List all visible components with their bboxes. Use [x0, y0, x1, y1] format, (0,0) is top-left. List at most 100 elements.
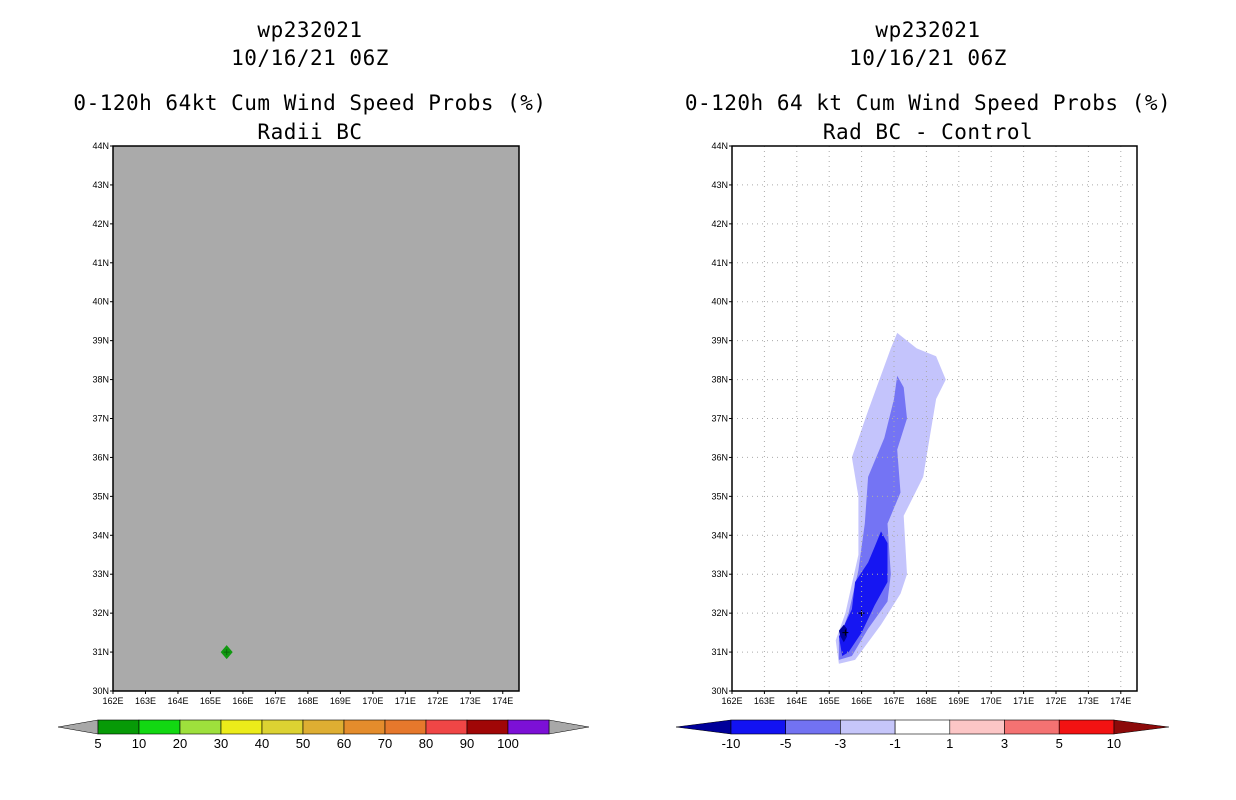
- track-marker: [842, 629, 849, 636]
- colorbar-segment: [840, 719, 896, 735]
- y-tick-label: 36N: [92, 452, 109, 462]
- x-tick-label: 163E: [754, 696, 775, 706]
- x-tick-label: 170E: [362, 696, 383, 706]
- left-title-subtitle: Radii BC: [257, 120, 363, 144]
- x-tick-label: 174E: [1110, 696, 1131, 706]
- plot-background: [113, 146, 519, 691]
- y-tick-label: 30N: [711, 686, 728, 696]
- y-tick-label: 40N: [711, 297, 728, 307]
- x-tick-label: 165E: [819, 696, 840, 706]
- contour-region: [838, 531, 888, 656]
- y-tick-label: 32N: [92, 608, 109, 618]
- colorbar-segment: [1004, 719, 1060, 735]
- right-title-storm-id: wp232021: [875, 18, 981, 42]
- y-tick-label: 43N: [92, 180, 109, 190]
- y-tick-label: 35N: [711, 491, 728, 501]
- left-colorbar: 5 10 20 30 40 50 60 70 80 90 100: [57, 719, 590, 751]
- colorbar-segment: [894, 719, 951, 735]
- y-tick-label: 42N: [711, 219, 728, 229]
- right-colorbar: -10 -5 -3 -1 1 3 5 10: [675, 719, 1169, 751]
- x-tick-label: 166E: [851, 696, 872, 706]
- colorbar-low-arrow: [675, 719, 732, 735]
- right-title-subtitle: Rad BC - Control: [822, 120, 1034, 144]
- right-title-product: 0-120h 64 kt Cum Wind Speed Probs (%): [684, 91, 1172, 115]
- y-tick-label: 30N: [92, 686, 109, 696]
- colorbar-label: 5: [94, 736, 101, 751]
- left-title-datetime: 10/16/21 06Z: [231, 46, 389, 70]
- colorbar-label: -10: [722, 736, 741, 751]
- colorbar-label: -5: [780, 736, 792, 751]
- colorbar-label: 50: [296, 736, 310, 751]
- colorbar-label: 10: [1107, 736, 1121, 751]
- x-tick-label: 169E: [330, 696, 351, 706]
- colorbar-segment: [785, 719, 841, 735]
- x-tick-label: 172E: [1045, 696, 1066, 706]
- y-tick-label: 38N: [711, 375, 728, 385]
- colorbar-label: 1: [946, 736, 953, 751]
- left-title-product: 0-120h 64kt Cum Wind Speed Probs (%): [73, 91, 547, 115]
- colorbar-segment: [507, 719, 550, 735]
- colorbar-label: 90: [460, 736, 474, 751]
- y-tick-label: 32N: [711, 608, 728, 618]
- y-tick-label: 41N: [92, 258, 109, 268]
- y-tick-label: 37N: [92, 414, 109, 424]
- colorbar-segment: [220, 719, 263, 735]
- colorbar-segment: [302, 719, 345, 735]
- colorbar-segment: [261, 719, 304, 735]
- x-tick-label: 162E: [721, 696, 742, 706]
- colorbar-segment: [466, 719, 509, 735]
- x-tick-label: 169E: [948, 696, 969, 706]
- colorbar-label: -3: [835, 736, 847, 751]
- x-tick-label: 164E: [167, 696, 188, 706]
- right-chart: 162E 163E 164E 165E 166E 167E 168E 169E 170E 171E…: [675, 141, 1169, 751]
- x-tick-label: 167E: [265, 696, 286, 706]
- x-tick-label: 168E: [916, 696, 937, 706]
- plot-background: [732, 146, 1137, 691]
- colorbar-label: -1: [889, 736, 901, 751]
- y-tick-label: 38N: [92, 375, 109, 385]
- x-tick-label: 166E: [232, 696, 253, 706]
- y-tick-label: 39N: [92, 336, 109, 346]
- y-tick-label: 39N: [711, 336, 728, 346]
- y-tick-label: 35N: [92, 491, 109, 501]
- colorbar-segment: [949, 719, 1005, 735]
- x-tick-label: 168E: [297, 696, 318, 706]
- y-tick-label: 40N: [92, 297, 109, 307]
- colorbar-segment: [425, 719, 468, 735]
- y-tick-label: 34N: [92, 530, 109, 540]
- y-tick-label: 31N: [92, 647, 109, 657]
- colorbar-high-arrow: [548, 719, 590, 735]
- y-tick-label: 36N: [711, 452, 728, 462]
- x-tick-label: 164E: [786, 696, 807, 706]
- colorbar-label: 20: [173, 736, 187, 751]
- x-tick-label: 162E: [102, 696, 123, 706]
- colorbar-label: 3: [1001, 736, 1008, 751]
- colorbar-label: 80: [419, 736, 433, 751]
- colorbar-segment: [730, 719, 787, 735]
- colorbar-high-arrow: [1113, 719, 1169, 735]
- left-title-storm-id: wp232021: [257, 18, 363, 42]
- x-tick-label: 173E: [460, 696, 481, 706]
- colorbar-label: 40: [255, 736, 269, 751]
- x-tick-label: 172E: [427, 696, 448, 706]
- storm-position-cross: [223, 649, 230, 656]
- x-tick-label: 171E: [1013, 696, 1034, 706]
- colorbar-label: 100: [497, 736, 519, 751]
- x-tick-label: 165E: [200, 696, 221, 706]
- colorbar-segment: [343, 719, 386, 735]
- colorbar-segment: [1058, 719, 1115, 735]
- colorbar-low-arrow: [57, 719, 99, 735]
- y-tick-label: 43N: [711, 180, 728, 190]
- y-tick-label: 33N: [92, 569, 109, 579]
- y-tick-label: 31N: [711, 647, 728, 657]
- y-tick-label: 44N: [711, 141, 728, 151]
- colorbar-label: 70: [378, 736, 392, 751]
- colorbar-label: 60: [337, 736, 351, 751]
- y-tick-label: 37N: [711, 414, 728, 424]
- y-tick-label: 34N: [711, 530, 728, 540]
- x-tick-label: 163E: [135, 696, 156, 706]
- colorbar-segment: [179, 719, 222, 735]
- colorbar-segment: [97, 719, 140, 735]
- x-tick-label: 174E: [492, 696, 513, 706]
